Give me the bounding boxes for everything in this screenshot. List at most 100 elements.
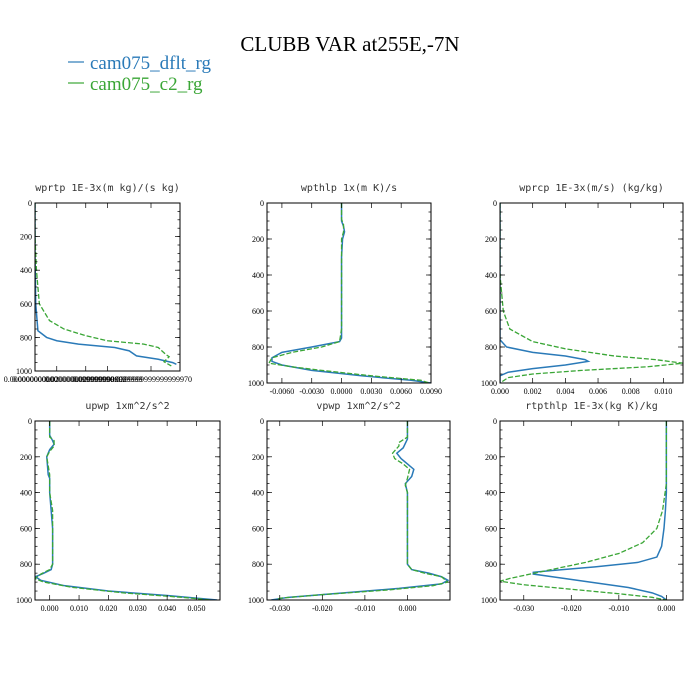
y-tick-label: 200 [485,235,497,244]
series-line-dflt [532,421,668,600]
plot-frame [34,202,181,372]
figure-title: CLUBB VAR at255E,-7N [240,32,459,56]
y-tick-label: 0 [260,417,264,426]
y-tick-label: 200 [20,233,32,242]
y-tick-label: 400 [485,271,497,280]
x-tick-label: -0.010 [355,604,376,613]
y-tick-label: 200 [20,453,32,462]
x-tick-label: -0.020 [561,604,582,613]
y-tick-label: 0 [493,199,497,208]
x-tick-label: 0.0299999999999999 [73,375,143,384]
x-tick-label: 0.010 [654,387,672,396]
series-line-c2 [275,421,450,600]
x-tick-label: -0.0030 [299,387,324,396]
y-tick-label: 600 [485,524,497,533]
legend-label-dflt: cam075_dflt_rg [90,53,212,74]
x-tick-label: 0.0030 [360,387,382,396]
series-line-c2 [267,203,430,383]
y-tick-label: 1000 [16,367,32,376]
y-tick-label: 0 [28,417,32,426]
x-tick-label: 0.000 [41,604,59,613]
x-tick-label: -0.030 [513,604,534,613]
series-line-c2 [35,421,212,600]
x-tick-label: -0.020 [312,604,333,613]
x-tick-label: 0.000 [491,387,509,396]
y-tick-label: 400 [252,489,264,498]
panel-5: rtpthlp 1E-3x(kg K)/kg 0 200 400 600 800 1000 -… [481,401,684,613]
series-line-c2 [500,421,668,600]
plot-frame [34,420,221,601]
y-tick-label: 800 [20,333,32,342]
x-tick-label: 0.050 [188,604,206,613]
y-tick-label: 200 [252,453,264,462]
x-tick-label: 0.004 [556,387,574,396]
series-line-c2 [500,203,683,383]
x-tick-label: 0.000 [398,604,416,613]
y-tick-label: 200 [485,453,497,462]
y-tick-label: 400 [20,489,32,498]
y-tick-label: 800 [252,560,264,569]
panel-0: wprtp 1E-3x(m kg)/(s kg)0 200 400 600 800 100… [4,183,192,384]
y-tick-label: 800 [485,560,497,569]
panel-title: rtpthlp 1E-3x(kg K)/kg [525,401,657,412]
y-tick-label: 200 [252,235,264,244]
series-line-dflt [500,203,591,383]
x-tick-label: 0.0060 [390,387,412,396]
y-tick-label: 1000 [248,596,264,605]
plot-frame [499,420,684,601]
y-tick-label: 1000 [481,596,497,605]
y-tick-label: 400 [485,489,497,498]
y-tick-label: 800 [20,560,32,569]
panel-title: wprcp 1E-3x(m/s) (kg/kg) [519,183,664,194]
panel-3: upwp 1xm^2/s^2 0 200 400 600 800 1000 0.000 0.01… [16,401,221,613]
legend-label-c2: cam075_c2_rg [90,74,203,95]
series-line-dflt [271,421,450,600]
series-line-c2 [35,203,172,367]
x-tick-label: 0.020 [99,604,117,613]
y-tick-label: 600 [20,300,32,309]
y-tick-label: 600 [252,524,264,533]
x-tick-label: 0.0000000000000000009999999 [4,375,110,384]
series-line-dflt [35,421,218,600]
y-tick-label: 0 [493,417,497,426]
panel-1: wpthlp 1x(m K)/s 0 200 400 600 800 1000 -0.0060… [248,183,442,396]
x-tick-label: 0.008 [622,387,640,396]
x-tick-label: 0.0090 [420,387,442,396]
y-tick-label: 600 [485,307,497,316]
y-tick-label: 400 [20,266,32,275]
x-tick-label: -0.0060 [270,387,295,396]
x-tick-label: -0.030 [269,604,290,613]
x-tick-label: 0.0399999999999999970 [110,375,192,384]
plot-frame [499,202,684,384]
y-tick-label: 1000 [248,379,264,388]
y-tick-label: 400 [252,271,264,280]
y-tick-label: 600 [252,307,264,316]
y-tick-label: 800 [485,343,497,352]
x-tick-label: 0.040 [158,604,176,613]
panel-title: wpthlp 1x(m K)/s [301,183,397,194]
y-tick-label: 1000 [481,379,497,388]
x-tick-label: 0.0000000000 [12,375,58,384]
y-tick-label: 800 [252,343,264,352]
x-tick-label: 0.030 [129,604,147,613]
panel-2: wprcp 1E-3x(m/s) (kg/kg) 0 200 400 600 800 100… [481,183,684,396]
y-tick-label: 600 [20,524,32,533]
panel-4: vpwp 1xm^2/s^2 0 200 400 600 800 1000 -0.030 -0.… [248,401,451,613]
x-tick-label: 0.006 [589,387,607,396]
series-line-dflt [271,203,431,383]
x-tick-label: 0.010 [70,604,88,613]
x-tick-label: 0.002 [524,387,542,396]
panel-title: vpwp 1xm^2/s^2 [316,401,400,412]
x-tick-label: 0.0000 [331,387,353,396]
series-line-dflt [35,203,177,365]
x-tick-label: 0.000 [657,604,675,613]
y-tick-label: 0 [260,199,264,208]
y-tick-label: 0 [28,199,32,208]
panel-title: wprtp 1E-3x(m kg)/(s kg) [35,183,180,194]
y-tick-label: 1000 [16,596,32,605]
x-tick-label: -0.010 [608,604,629,613]
legend: cam075_dflt_rg cam075_c2_rg [68,53,212,95]
panel-title: upwp 1xm^2/s^2 [85,401,169,412]
plot-frame [266,202,432,384]
